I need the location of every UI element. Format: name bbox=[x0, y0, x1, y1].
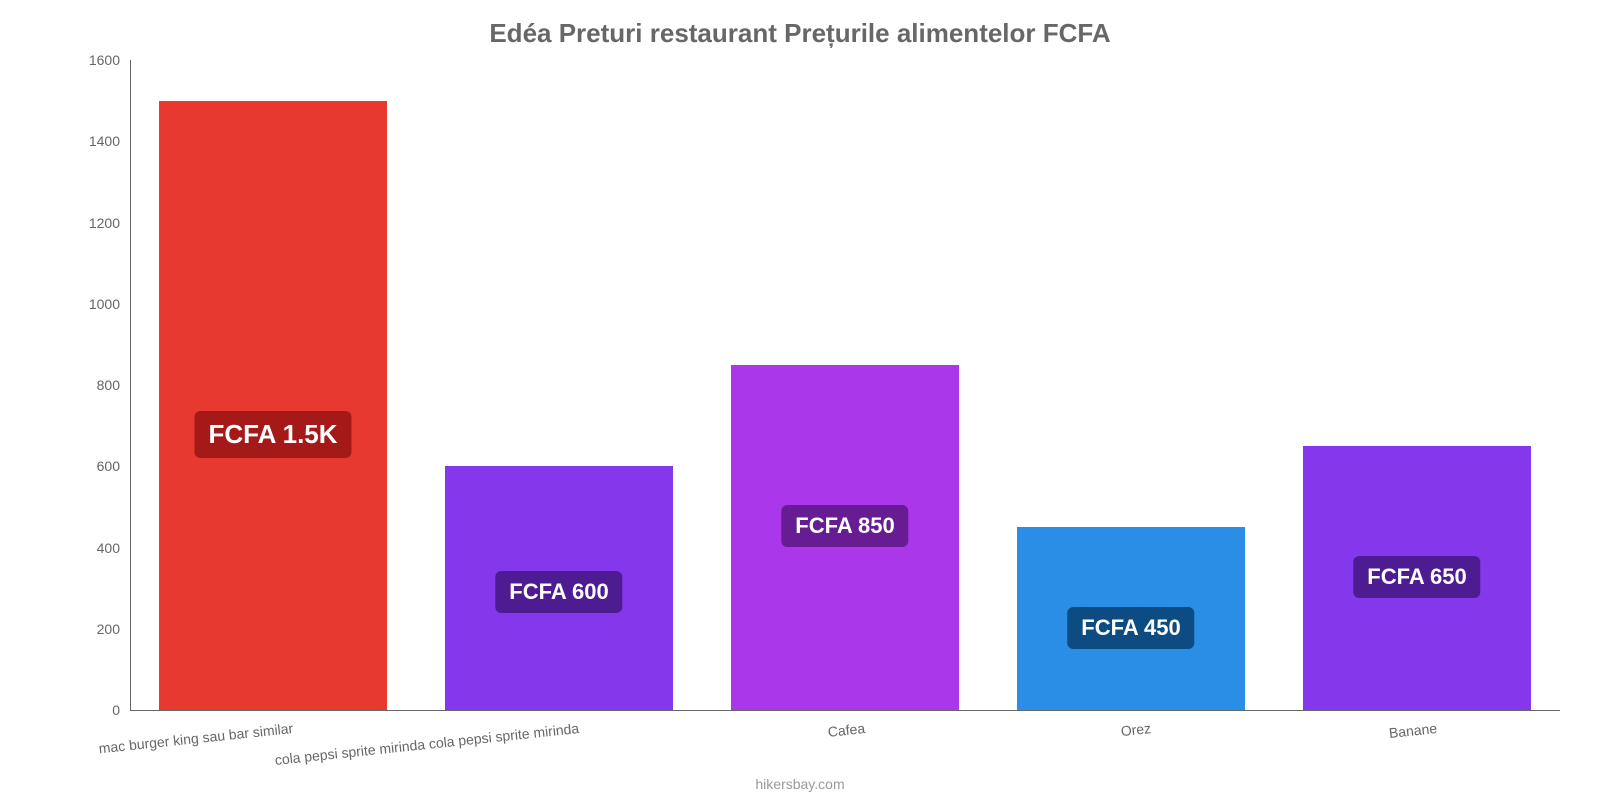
y-tick-label: 1200 bbox=[89, 215, 120, 231]
chart-title: Edéa Preturi restaurant Prețurile alimen… bbox=[0, 18, 1600, 49]
x-tick-label: Banane bbox=[1118, 720, 1438, 769]
y-tick-label: 1400 bbox=[89, 133, 120, 149]
x-tick-label: Orez bbox=[832, 720, 1152, 769]
x-axis-line bbox=[130, 710, 1560, 711]
bar-value-label: FCFA 650 bbox=[1353, 556, 1480, 598]
y-tick-label: 1000 bbox=[89, 296, 120, 312]
bar-value-label: FCFA 1.5K bbox=[194, 411, 351, 458]
y-tick-label: 800 bbox=[97, 377, 120, 393]
chart-footer: hikersbay.com bbox=[0, 776, 1600, 792]
y-axis: 02004006008001000120014001600 bbox=[60, 60, 130, 710]
x-tick-label: Cafea bbox=[546, 720, 866, 769]
bar bbox=[159, 101, 387, 710]
y-tick-label: 1600 bbox=[89, 52, 120, 68]
x-tick-label: cola pepsi sprite mirinda cola pepsi spr… bbox=[260, 720, 580, 769]
x-tick-label: mac burger king sau bar similar bbox=[0, 720, 294, 769]
bar-value-label: FCFA 600 bbox=[495, 571, 622, 613]
bar-value-label: FCFA 850 bbox=[781, 505, 908, 547]
plot-area: FCFA 1.5K FCFA 600 FCFA 850 FCFA 450 FCFA 65… bbox=[130, 60, 1560, 710]
chart-container: Edéa Preturi restaurant Prețurile alimen… bbox=[0, 0, 1600, 800]
bar-value-label: FCFA 450 bbox=[1067, 607, 1194, 649]
y-tick-label: 200 bbox=[97, 621, 120, 637]
y-tick-label: 600 bbox=[97, 458, 120, 474]
y-tick-label: 0 bbox=[112, 702, 120, 718]
y-tick-label: 400 bbox=[97, 540, 120, 556]
